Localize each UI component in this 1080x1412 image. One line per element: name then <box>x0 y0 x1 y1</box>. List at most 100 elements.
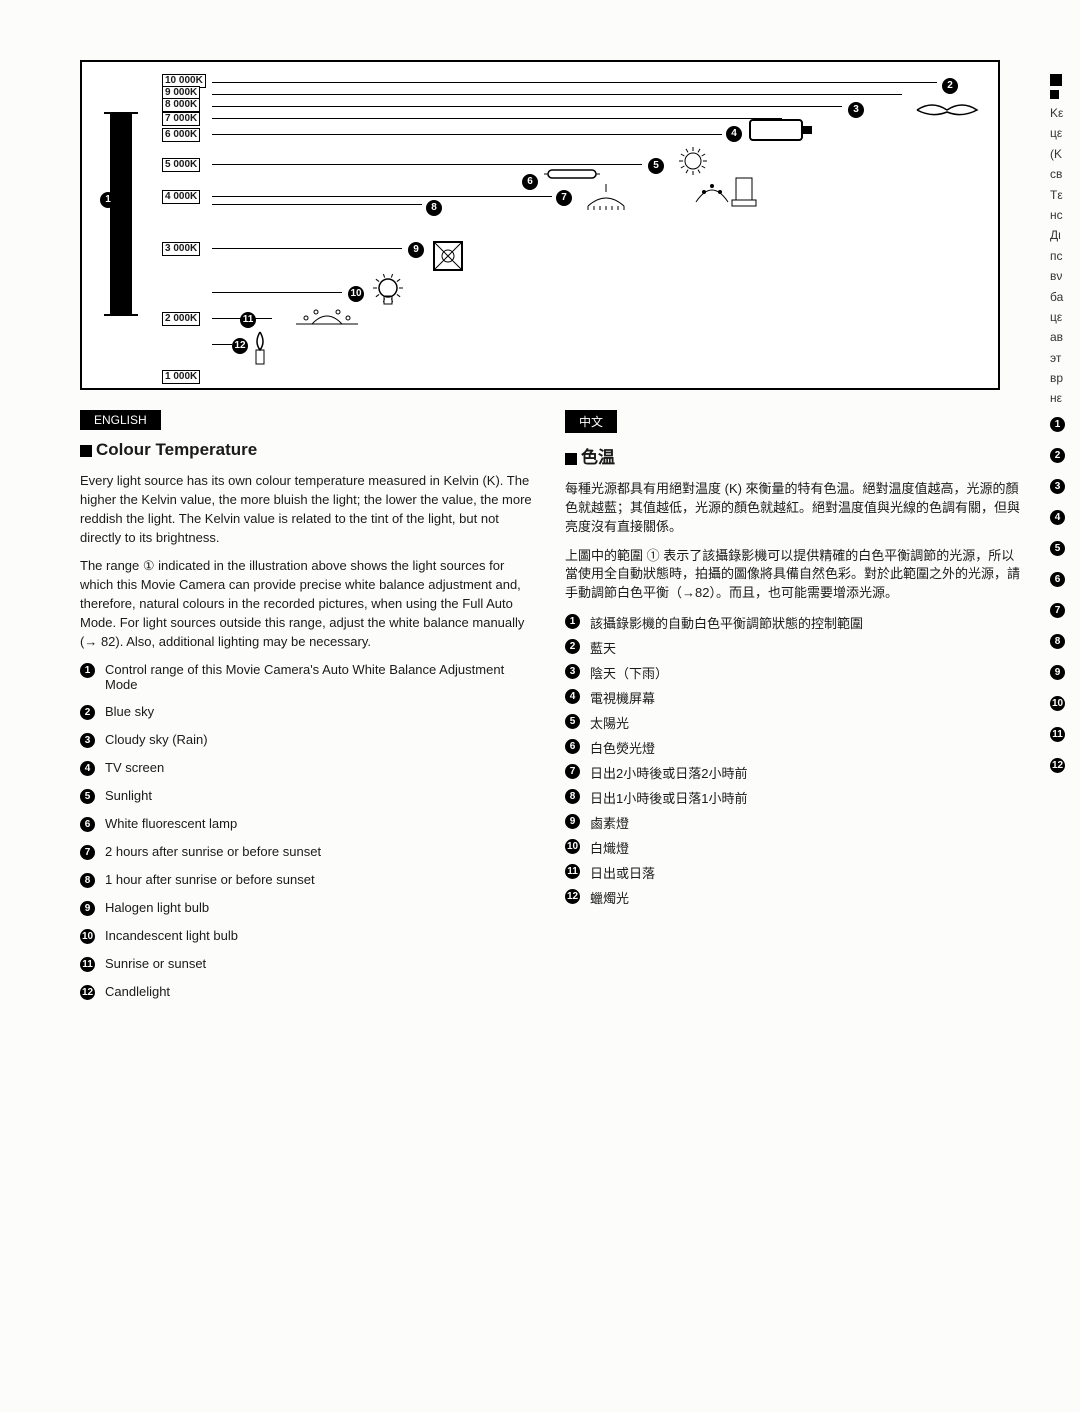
cutoff-text: ав <box>1050 327 1074 347</box>
item-text: Sunlight <box>105 788 152 803</box>
y-axis-label: 4 000K <box>162 190 200 204</box>
cutoff-text: нε <box>1050 388 1074 408</box>
item-text: Cloudy sky (Rain) <box>105 732 208 747</box>
chinese-title: 色温 <box>565 443 1020 468</box>
english-para-2: The range ① indicated in the illustratio… <box>80 557 535 651</box>
item-number-icon: 5 <box>565 714 580 729</box>
list-item: 11Sunrise or sunset <box>80 956 535 972</box>
chart-line <box>212 344 232 345</box>
english-title: Colour Temperature <box>80 440 535 460</box>
bulb-icon <box>368 274 408 310</box>
english-list: 1 Control range of this Movie Camera's Au… <box>80 662 535 1000</box>
item-text: 電視機屏幕 <box>590 688 655 707</box>
cutoff-text: св <box>1050 164 1074 184</box>
cutoff-text: пс <box>1050 246 1074 266</box>
chinese-para-1: 每種光源都具有用絕對温度 (K) 來衡量的特有色温。絕對温度值越高，光源的顏色就… <box>565 480 1020 537</box>
item-text: 陰天（下雨） <box>590 663 668 682</box>
side-bullet: 3 <box>1050 479 1065 494</box>
item-number-icon: 6 <box>80 817 95 832</box>
cutoff-text: ба <box>1050 287 1074 307</box>
chart-line <box>212 118 782 119</box>
cutoff-text: эт <box>1050 348 1074 368</box>
y-axis-label: 6 000K <box>162 128 200 142</box>
side-bullet: 11 <box>1050 727 1065 742</box>
item-text: Candlelight <box>105 984 170 999</box>
item-text: 鹵素燈 <box>590 813 629 832</box>
chart-bullet-4: 4 <box>726 126 742 142</box>
item-number-icon: 10 <box>80 929 95 944</box>
chart-bullet-11: 11 <box>240 312 256 328</box>
list-item: 5 Sunlight <box>80 788 535 804</box>
item-text: 太陽光 <box>590 713 629 732</box>
item-number-icon: 3 <box>565 664 580 679</box>
y-axis-label: 8 000K <box>162 98 200 112</box>
list-item: 10Incandescent light bulb <box>80 928 535 944</box>
halogen-icon <box>428 236 468 276</box>
list-item: 9Halogen light bulb <box>80 900 535 916</box>
camera-icon <box>746 114 816 146</box>
list-item: 4 電視機屏幕 <box>565 688 1020 707</box>
chart-bullet-7: 7 <box>556 190 572 206</box>
item-number-icon: 2 <box>565 639 580 654</box>
item-number-icon: 3 <box>80 733 95 748</box>
english-para-1: Every light source has its own colour te… <box>80 472 535 547</box>
y-axis-label: 3 000K <box>162 242 200 256</box>
content-columns: ENGLISH Colour Temperature Every light s… <box>80 410 1020 1012</box>
side-bullet: 2 <box>1050 448 1065 463</box>
item-text: Control range of this Movie Camera's Aut… <box>105 662 535 692</box>
building-icon <box>726 174 762 208</box>
list-item: 3 陰天（下雨） <box>565 663 1020 682</box>
list-item: 2 藍天 <box>565 638 1020 657</box>
side-bullet: 8 <box>1050 634 1065 649</box>
chart-line <box>212 292 342 293</box>
list-item: 7日出2小時後或日落2小時前 <box>565 763 1020 782</box>
side-fragments: Kεцε(KсвTεнсДιпсвνбацεавэтврнε1234567891… <box>1050 70 1074 781</box>
cloud-icon <box>912 92 982 122</box>
item-number-icon: 7 <box>80 845 95 860</box>
cutoff-text: вν <box>1050 266 1074 286</box>
item-text: 蠟燭光 <box>590 888 629 907</box>
item-number-icon: 2 <box>80 705 95 720</box>
cutoff-text: цε <box>1050 123 1074 143</box>
item-number-icon: 1 <box>80 663 95 678</box>
chart-line <box>212 196 552 197</box>
item-text: Halogen light bulb <box>105 900 209 915</box>
auto-wb-range-bar <box>110 112 132 314</box>
chart-bullet-9: 9 <box>408 242 424 258</box>
item-number-icon: 6 <box>565 739 580 754</box>
y-axis-label: 7 000K <box>162 112 200 126</box>
candle-icon <box>248 328 272 368</box>
sunrise-icon <box>292 300 362 330</box>
item-number-icon: 1 <box>565 614 580 629</box>
item-number-icon: 12 <box>80 985 95 1000</box>
list-item: 4TV screen <box>80 760 535 776</box>
side-bullet: 7 <box>1050 603 1065 618</box>
y-axis-label: 2 000K <box>162 312 200 326</box>
cutoff-text: цε <box>1050 307 1074 327</box>
item-text: Blue sky <box>105 704 154 719</box>
list-item: 5 太陽光 <box>565 713 1020 732</box>
item-text: TV screen <box>105 760 164 775</box>
item-text: 1 hour after sunrise or before sunset <box>105 872 315 887</box>
list-item: 3 Cloudy sky (Rain) <box>80 732 535 748</box>
item-text: 白色熒光燈 <box>590 738 655 757</box>
item-text: 日出1小時後或日落1小時前 <box>590 788 747 807</box>
list-item: 1 該攝錄影機的自動白色平衡調節狀態的控制範圍 <box>565 613 1020 632</box>
item-text: 該攝錄影機的自動白色平衡調節狀態的控制範圍 <box>590 613 863 632</box>
chart-line <box>212 106 842 107</box>
side-bullet: 6 <box>1050 572 1065 587</box>
list-item: 1 Control range of this Movie Camera's Au… <box>80 662 535 692</box>
item-number-icon: 5 <box>80 789 95 804</box>
item-text: 藍天 <box>590 638 616 657</box>
item-number-icon: 9 <box>565 814 580 829</box>
cutoff-text: вр <box>1050 368 1074 388</box>
sunrise-2h-icon <box>576 180 636 210</box>
side-bullet: 10 <box>1050 696 1065 711</box>
list-item: 2 Blue sky <box>80 704 535 720</box>
chart-line <box>212 94 902 95</box>
item-number-icon: 4 <box>565 689 580 704</box>
chinese-list: 1 該攝錄影機的自動白色平衡調節狀態的控制範圍 2 藍天 3 陰天（下雨） 4 電視機屏幕 5太… <box>565 613 1020 907</box>
side-bullet: 5 <box>1050 541 1065 556</box>
range-cap <box>104 314 138 316</box>
side-bullet: 12 <box>1050 758 1065 773</box>
